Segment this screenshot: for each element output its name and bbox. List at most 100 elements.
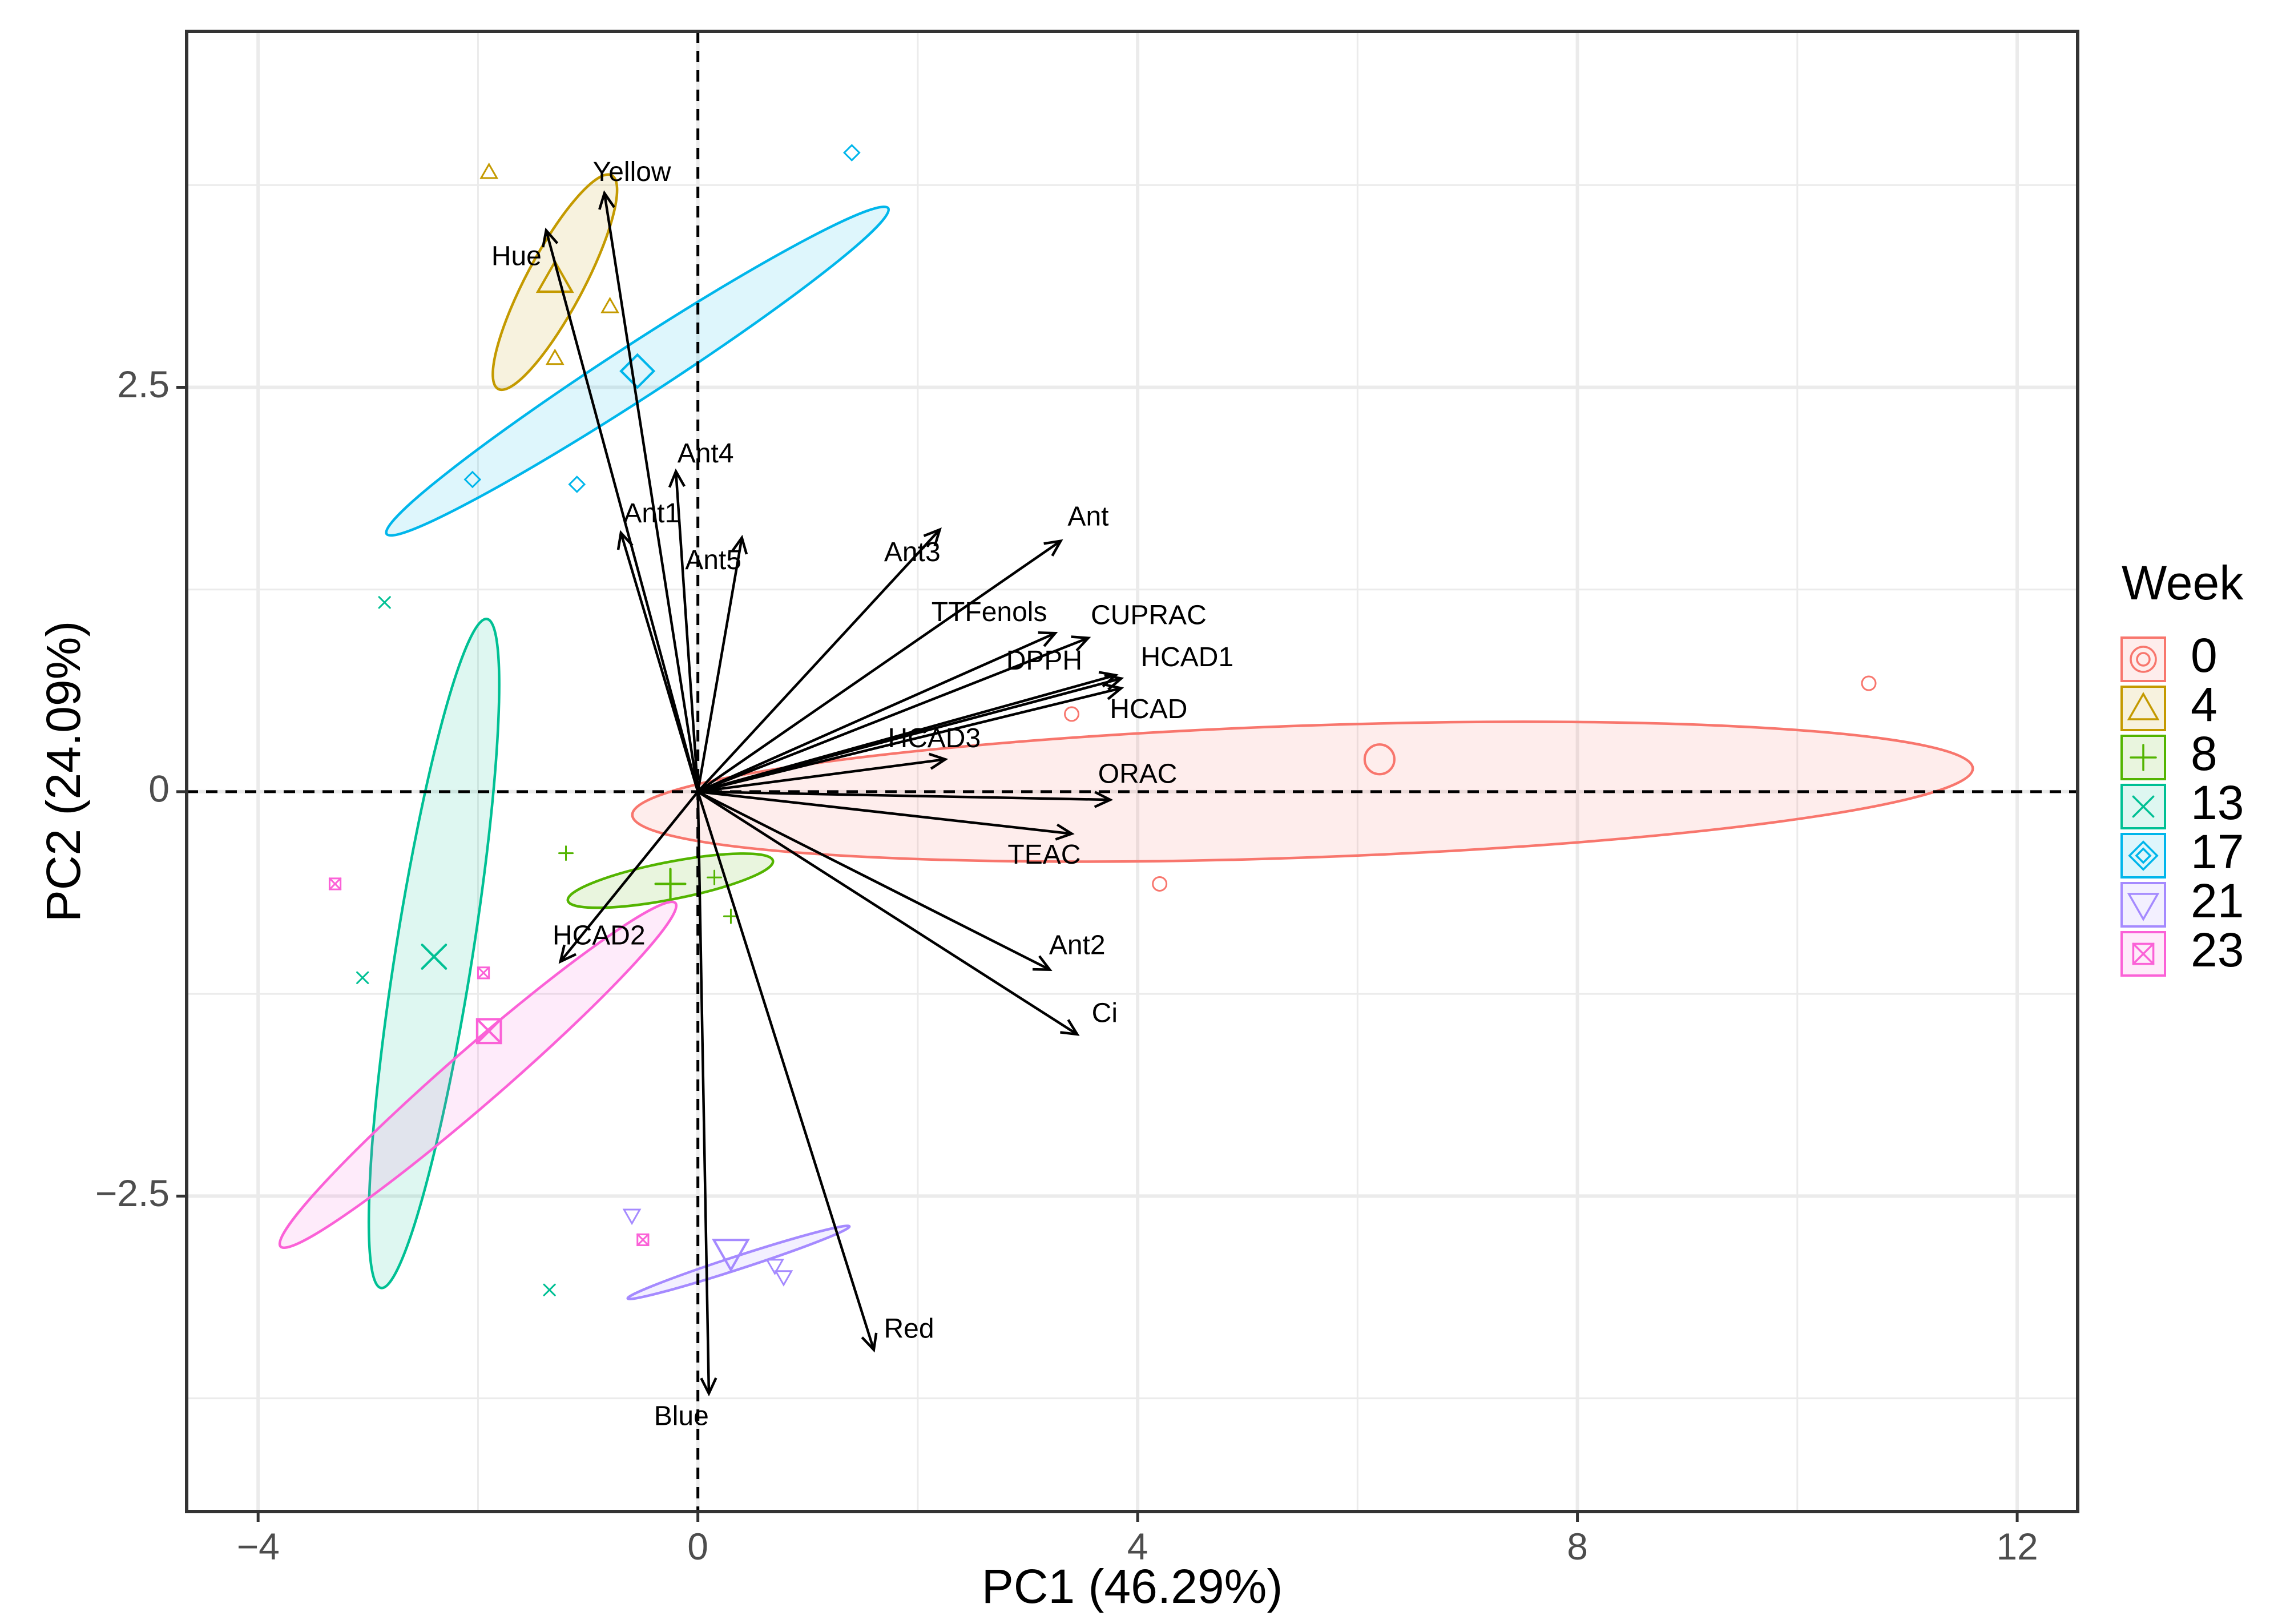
arrow-head-blue	[700, 1377, 717, 1397]
x-tick-label: 8	[1567, 1525, 1588, 1567]
ellipse-week-17	[385, 205, 890, 537]
arrow-ant	[697, 539, 1063, 793]
point-week-23-2-box	[477, 966, 490, 980]
legend-item-week-0: 0	[2120, 628, 2218, 682]
legend-item-week-13: 13	[2120, 776, 2244, 829]
plot-panel-border	[185, 30, 2079, 1513]
arrow-ant1	[616, 530, 699, 792]
variable-label-ant: Ant	[1067, 502, 1108, 532]
centroid-week-23	[475, 1018, 502, 1045]
arrow-shaft-ant1	[619, 532, 699, 792]
point-week-0-3-shape	[1152, 876, 1168, 892]
centroid-week-21-shape	[711, 1239, 750, 1272]
variable-label-hcad1: HCAD1	[1140, 642, 1233, 672]
point-week-21-1	[622, 1208, 642, 1226]
arrow-shaft-ant3	[697, 529, 941, 793]
point-week-23-1	[328, 877, 342, 890]
ellipse-week-4	[491, 173, 619, 392]
legend-label-week-17: 17	[2191, 825, 2244, 879]
point-week-4-2-shape	[600, 296, 619, 313]
point-week-17-1	[843, 144, 861, 162]
point-week-17-3-shape	[568, 475, 586, 493]
arrow-shaft-hue	[545, 229, 699, 792]
arrow-shaft-ant	[697, 539, 1062, 793]
centroid-week-17-shape	[619, 353, 656, 389]
point-week-21-2	[765, 1259, 784, 1276]
legend-label-week-0: 0	[2191, 628, 2218, 682]
arrow-hcad2	[558, 791, 699, 964]
point-week-17-2	[463, 470, 482, 489]
arrow-head-ant4	[668, 468, 686, 488]
point-week-13-2-b	[356, 971, 369, 984]
legend-symbol-week-17-outer	[2128, 840, 2159, 871]
y-axis-ticks: −2.5 0 2.5	[95, 363, 187, 1214]
x-tick-label: 12	[1996, 1525, 2038, 1567]
point-week-13-1-b	[378, 596, 391, 609]
variable-label-ant3: Ant3	[884, 537, 941, 567]
point-week-23-2	[477, 966, 490, 980]
observation-points	[328, 144, 1877, 1296]
legend-key-week-13	[2120, 784, 2166, 829]
centroid-week-4	[535, 259, 574, 293]
point-week-21-3-shape	[774, 1270, 793, 1287]
arrow-head-cuprac	[1071, 635, 1091, 652]
legend-symbol-week-17-inner	[2135, 847, 2152, 864]
point-week-17-2-shape	[463, 470, 482, 489]
arrow-shaft-blue	[696, 791, 711, 1394]
variable-label-yellow: Yellow	[593, 157, 671, 187]
legend-symbol-week-0	[2130, 646, 2157, 673]
arrow-red	[696, 791, 878, 1353]
point-week-0-2	[1064, 706, 1080, 722]
variable-label-blue: Blue	[654, 1401, 709, 1431]
variable-label-hue: Hue	[491, 241, 542, 271]
legend-label-week-23: 23	[2191, 923, 2244, 977]
variable-label-ci: Ci	[1092, 998, 1118, 1029]
point-week-23-2-b	[477, 966, 490, 980]
arrow-ant4	[668, 468, 699, 792]
legend-symbol-week-4-shape	[2127, 692, 2160, 720]
legend-label-week-8: 8	[2191, 727, 2218, 780]
arrow-head-teac	[1055, 823, 1075, 841]
arrow-shaft-ant2	[697, 790, 1051, 971]
arrow-hcad	[697, 683, 1124, 793]
y-tick-label: 2.5	[117, 363, 170, 405]
legend-item-week-23: 23	[2120, 923, 2244, 977]
arrow-head-ant2	[1033, 955, 1053, 971]
arrow-shaft-orac	[697, 790, 1111, 801]
arrow-head-hcad	[1104, 683, 1124, 700]
point-week-4-3	[545, 348, 565, 365]
legend-symbol-week-4	[2127, 692, 2160, 720]
arrow-cuprac	[697, 635, 1091, 793]
legend-label-week-21: 21	[2191, 874, 2244, 928]
x-tick-label: 4	[1127, 1525, 1148, 1567]
arrow-orac	[697, 790, 1114, 808]
arrow-head-ttfenols	[1038, 631, 1058, 647]
arrow-ci	[697, 791, 1080, 1036]
arrow-hue	[542, 227, 699, 792]
variable-label-cuprac: CUPRAC	[1091, 601, 1207, 631]
legend-title: Week	[2122, 556, 2244, 610]
arrow-ant3	[697, 527, 942, 793]
arrow-ant2	[697, 790, 1053, 971]
point-week-0-1	[1861, 675, 1877, 691]
point-week-23-3-box	[636, 1233, 650, 1247]
variable-label-ttfenols: TTFenols	[932, 597, 1047, 627]
legend-symbol-week-8	[2130, 744, 2157, 771]
centroid-week-21	[711, 1239, 750, 1272]
legend-symbol-week-13-b	[2132, 795, 2155, 818]
point-week-23-1-box	[328, 877, 342, 890]
arrow-head-orac	[1094, 791, 1114, 808]
arrow-yellow	[598, 190, 699, 792]
legend-symbol-week-0-outer	[2130, 646, 2157, 673]
point-week-4-2	[600, 296, 619, 313]
point-week-17-3	[568, 475, 586, 493]
y-tick-label: −2.5	[95, 1172, 170, 1214]
centroid-week-13-b	[421, 944, 447, 970]
point-week-4-3-shape	[545, 348, 565, 365]
centroid-week-0-shape	[1363, 743, 1396, 776]
ellipse-week-23	[278, 900, 678, 1250]
variable-label-dpph: DPPH	[1006, 646, 1082, 676]
arrow-head-yellow	[598, 190, 615, 210]
